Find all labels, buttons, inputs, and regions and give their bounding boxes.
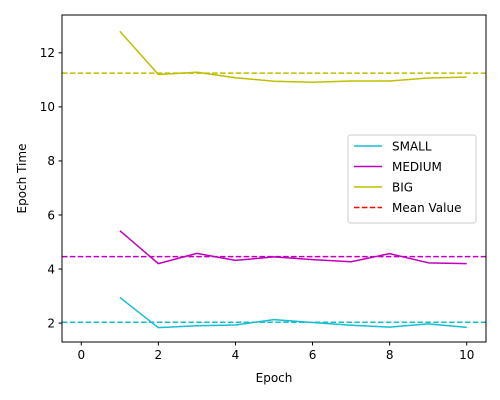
x-tick-label: 4: [232, 348, 240, 362]
x-axis-label: Epoch: [256, 371, 293, 385]
legend-label-mean-value: Mean Value: [392, 201, 461, 215]
y-tick-label: 2: [47, 316, 55, 330]
legend-label-small: SMALL: [392, 139, 432, 153]
x-tick-label: 0: [77, 348, 85, 362]
x-tick-label: 10: [459, 348, 474, 362]
legend-frame: [347, 134, 477, 224]
series-line-medium: [119, 230, 467, 265]
y-tick-label: 8: [47, 154, 55, 168]
series-line-big: [119, 30, 467, 84]
legend-label-medium: MEDIUM: [392, 160, 442, 174]
x-tick-label: 6: [309, 348, 317, 362]
plot-frame: [61, 14, 487, 343]
y-tick-label: 12: [40, 46, 55, 60]
x-tick-label: 2: [155, 348, 163, 362]
y-tick-label: 10: [40, 100, 55, 114]
y-axis: 2 4 6 8 10 12: [40, 46, 62, 330]
y-tick-label: 6: [47, 208, 55, 222]
plot-content: [62, 30, 486, 329]
legend: SMALL MEDIUM BIG Mean Value: [347, 134, 477, 224]
y-tick-label: 4: [47, 262, 55, 276]
series-line-small: [119, 296, 467, 329]
x-tick-label: 8: [386, 348, 394, 362]
x-axis: 0 2 4 6 8 10: [77, 342, 474, 362]
legend-label-big: BIG: [392, 180, 413, 194]
y-axis-label: Epoch Time: [15, 144, 29, 214]
